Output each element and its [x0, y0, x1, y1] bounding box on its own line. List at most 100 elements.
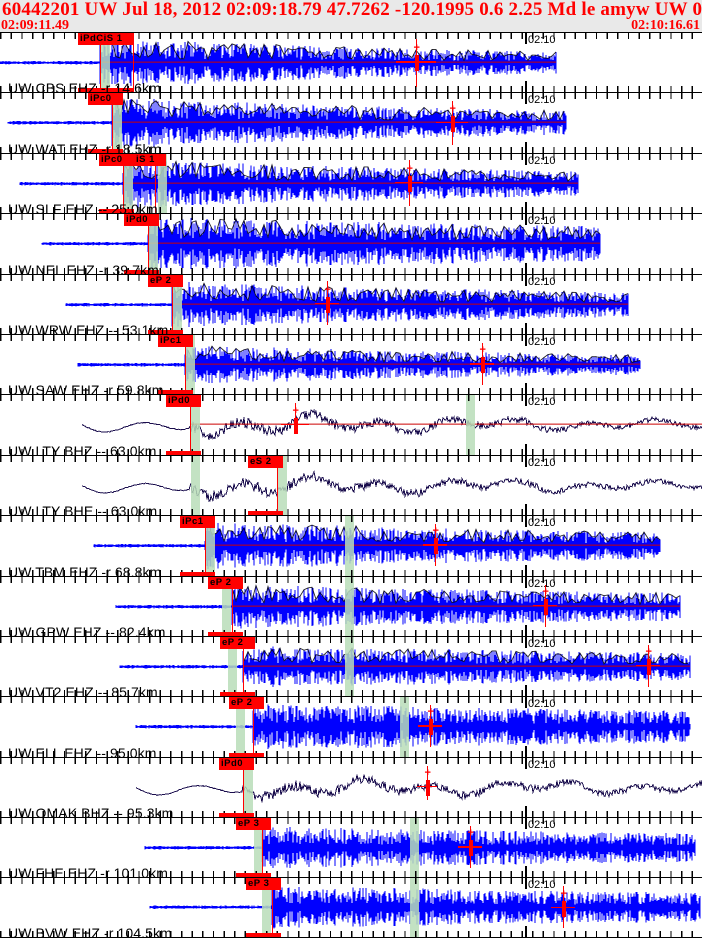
phase-window-band — [173, 274, 182, 334]
trace-row[interactable]: 02:10 eP 2 + UW WRW EHZ -- 53.1km — [0, 273, 702, 334]
phase-pick-line[interactable] — [232, 576, 234, 636]
major-tick — [525, 504, 527, 516]
phase-pick-label[interactable]: eP 2 — [220, 636, 255, 649]
trace-row[interactable]: 02:10 iPc1 + UW TBM EHZ -r 68.8km — [0, 515, 702, 576]
phase-pick-label[interactable]: eP 2 — [148, 274, 183, 287]
phase-pick-line[interactable] — [133, 33, 135, 93]
station-label: UW CBS EHZ -r 14.6km — [8, 80, 161, 93]
time-axis-label: 02:10 — [528, 154, 556, 167]
phase-window-band — [124, 153, 133, 214]
axis-ticks-top — [0, 455, 702, 462]
trace-row[interactable]: 02:10 iPdCiS 1 + UW CBS EHZ -r 14.6km — [0, 32, 702, 93]
phase-pick-line[interactable] — [190, 395, 192, 455]
pick-marker-bar — [78, 88, 134, 93]
coda-marker-blob — [543, 598, 548, 615]
axis-ticks-top — [0, 576, 702, 583]
phase-pick-label[interactable]: iPd0 — [124, 214, 159, 227]
trace-row[interactable]: 02:10 eP 2 + UW ELL EHZ -- 95.0km — [0, 696, 702, 757]
trace-list: 02:10 iPdCiS 1 + UW CBS EHZ -r 14.6km 02:10 i… — [0, 32, 702, 938]
axis-ticks-bottom — [0, 448, 702, 455]
major-tick — [525, 202, 527, 214]
time-axis-label: 02:10 — [528, 758, 556, 771]
major-tick — [525, 33, 527, 44]
trace-row[interactable]: 02:10 eS 2 UW LTY BHE -- 63.0km — [0, 454, 702, 516]
phase-pick-label[interactable]: iPc0 — [99, 153, 134, 166]
phase-pick-label[interactable]: eP 3 — [246, 878, 281, 891]
trace-row[interactable]: 02:10 eP 2 + UW VT2 EHZ -- 85.7km — [0, 635, 702, 697]
pick-marker-bar — [236, 873, 271, 878]
coda-marker-blob — [425, 779, 430, 796]
phase-pick-line[interactable] — [243, 636, 245, 697]
phase-pick-line[interactable] — [148, 214, 150, 274]
axis-ticks-top — [0, 878, 702, 885]
pick-marker-bar — [99, 209, 134, 214]
phase-pick-label[interactable]: eP 2 — [208, 576, 243, 589]
pick-marker-bar — [229, 752, 264, 757]
axis-ticks-top — [0, 757, 702, 764]
trace-row[interactable]: 02:10 iPd0 UW NEL EHZ -r 39.7km — [0, 213, 702, 274]
phase-pick-label[interactable]: iPdCiS 1 — [78, 33, 134, 45]
phase-pick-line[interactable] — [262, 818, 264, 878]
coda-marker-blob — [407, 175, 412, 192]
major-tick — [525, 818, 527, 830]
waveform-plot — [0, 395, 702, 454]
phase-pick-line[interactable] — [243, 757, 245, 818]
phase-pick-label[interactable]: iPc1 — [180, 516, 215, 529]
coda-marker-blob — [468, 840, 473, 857]
major-tick — [525, 636, 527, 648]
station-label: UW GPW EHZ -- 82.4km — [8, 623, 166, 636]
phase-pick-label[interactable]: eP 3 — [236, 818, 271, 831]
coda-plus-icon: + — [560, 887, 567, 900]
pick-marker-bar — [166, 450, 201, 455]
major-tick — [525, 153, 527, 165]
phase-pick-line[interactable] — [172, 274, 174, 334]
phase-pick-line[interactable] — [253, 697, 255, 757]
major-tick — [525, 322, 527, 334]
phase-pick-line[interactable] — [272, 878, 274, 937]
coda-plus-icon: + — [467, 827, 474, 840]
pick-marker-bar — [88, 148, 123, 153]
phase-pick-label[interactable]: eP 2 — [229, 697, 264, 710]
trace-row[interactable]: 02:10 eP 3 + UW BVW EHZ -r 104.5km — [0, 877, 702, 938]
phase-pick-label[interactable]: eS 2 — [248, 455, 283, 468]
phase-pick-label[interactable]: iS 1 — [134, 153, 166, 166]
phase-pick-label[interactable]: iPd0 — [166, 395, 201, 408]
phase-pick-label[interactable]: iPc0 — [88, 93, 123, 106]
coda-marker-blob — [325, 296, 330, 313]
major-tick — [525, 455, 527, 467]
trace-row[interactable]: 02:10 eP 3 + UW FHE EHZ -r 101.0km — [0, 817, 702, 878]
time-axis-label: 02:10 — [528, 34, 556, 46]
axis-ticks-top — [0, 274, 702, 281]
coda-plus-icon: + — [292, 404, 299, 417]
waveform-plot — [0, 154, 702, 213]
phase-pick-label[interactable]: iPd0 — [219, 757, 254, 770]
axis-ticks-top — [0, 334, 702, 341]
major-tick — [525, 395, 527, 407]
major-tick — [525, 516, 527, 528]
phase-pick-line[interactable] — [185, 334, 187, 395]
phase-pick-line[interactable] — [277, 455, 279, 516]
phase-pick-label[interactable]: iPc1 — [158, 334, 193, 347]
major-tick — [525, 383, 527, 395]
trace-row[interactable]: 02:10 eP 2 + UW GPW EHZ -- 82.4km — [0, 575, 702, 636]
time-axis-label: 02:10 — [528, 456, 556, 469]
trace-row[interactable]: 02:10 iPd0 + UW OMAK BHZ -- 95.3km — [0, 756, 702, 818]
coda-plus-icon: + — [542, 585, 549, 598]
phase-pick-line[interactable] — [112, 93, 114, 153]
trace-row[interactable]: 02:10 iPd0 + UW LTY BHZ -- 63.0km — [0, 394, 702, 455]
phase-window-band — [158, 153, 167, 214]
trace-row[interactable]: 02:10 iPc1 + UW SAW EHZ -r 59.8km — [0, 333, 702, 395]
phase-window-band — [191, 455, 200, 516]
axis-ticks-bottom — [0, 267, 702, 274]
phase-pick-line[interactable] — [155, 153, 157, 214]
phase-pick-line[interactable] — [205, 516, 207, 576]
phase-pick-line[interactable] — [123, 153, 125, 214]
trace-row[interactable]: 02:10 iPc0 + UW WAT EHZ -r 18.5km — [0, 92, 702, 153]
coda-marker-blob — [414, 55, 419, 72]
pick-marker-bar — [220, 692, 255, 697]
trace-row[interactable]: 02:10 iPc0 iS 1 + UW SLF EHZ -- 25.0km — [0, 152, 702, 214]
waveform-plot — [0, 335, 702, 394]
major-tick — [525, 697, 527, 709]
phase-pick-line[interactable] — [100, 33, 102, 93]
major-tick — [525, 262, 527, 274]
